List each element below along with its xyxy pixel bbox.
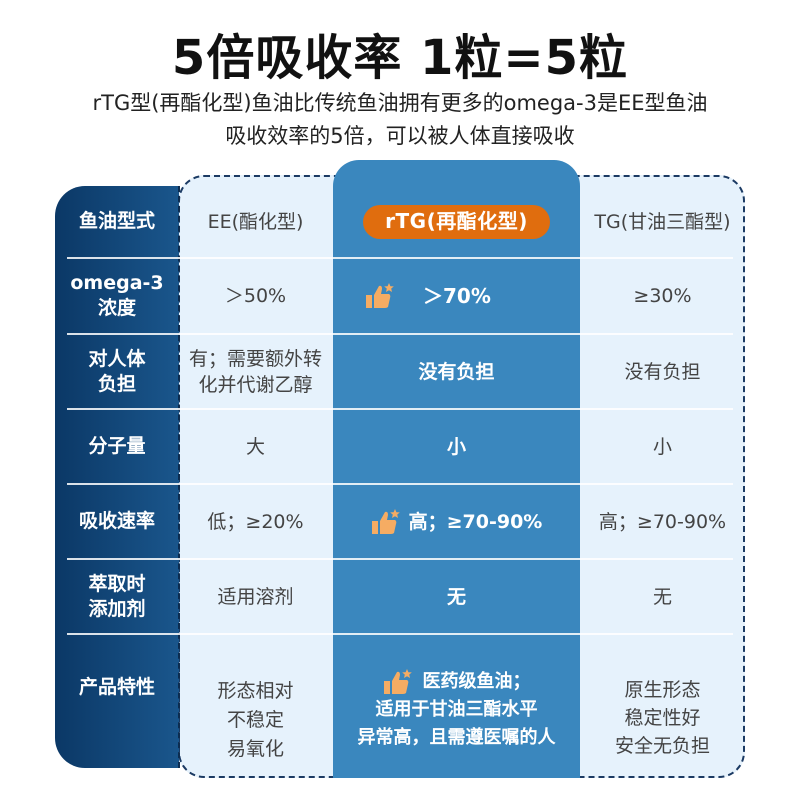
- label-line: omega-3: [70, 272, 164, 294]
- row-feature-ee: 形态相对 不稳定 易氧化: [178, 672, 333, 768]
- cell-value: ＞70%: [423, 284, 491, 308]
- cell-line: 适用于甘油三酯水平: [375, 699, 538, 720]
- header-label: 鱼油型式: [78, 210, 155, 232]
- cell-value: 没有负担: [418, 360, 495, 383]
- row-burden-tg: 没有负担: [580, 335, 745, 408]
- row-divider: [67, 633, 733, 635]
- cell-line: 稳定性好: [624, 707, 701, 729]
- cell-value: 小: [446, 435, 466, 458]
- thumbs-up-star-icon: [383, 669, 412, 694]
- page-title: 5倍吸收率 1粒=5粒: [171, 30, 629, 86]
- cell-line: 易氧化: [226, 737, 284, 760]
- thumbs-up-star-icon: [371, 508, 400, 534]
- cell-value: ≥30%: [633, 285, 692, 307]
- label-line: 分子量: [88, 435, 146, 457]
- header-ee: EE(酯化型): [207, 210, 304, 233]
- label-line: 对人体: [88, 347, 146, 370]
- row-molecular-tg: 小: [580, 410, 745, 483]
- row-omega3-label: omega-3 浓度: [55, 259, 179, 333]
- row-molecular-ee: 大: [178, 410, 333, 483]
- row-absorption-tg: 高；≥70-90%: [580, 485, 745, 558]
- cell-line: 安全无负担: [614, 735, 710, 757]
- row-divider: [67, 333, 733, 335]
- cell-line: 有；需要额外转: [188, 347, 322, 370]
- row-additive-label: 萃取时 添加剂: [55, 560, 179, 633]
- row-absorption-rtg: 高；≥70-90%: [333, 485, 580, 558]
- cell-value: 高；≥70-90%: [598, 510, 727, 533]
- cell-value: 高；≥70-90%: [408, 510, 543, 533]
- header-tg: TG(甘油三酯型): [594, 210, 731, 233]
- row-burden-rtg: 没有负担: [333, 335, 580, 408]
- row-absorption-label: 吸收速率: [55, 485, 179, 558]
- row-feature-rtg: 医药级鱼油； 适用于甘油三酯水平 异常高，且需遵医嘱的人: [333, 662, 580, 758]
- cell-line: 形态相对: [217, 679, 294, 702]
- rtg-highlight-column: [333, 160, 580, 778]
- row-absorption-ee: 低；≥20%: [178, 485, 333, 558]
- cell-line: 原生形态: [624, 679, 701, 701]
- cell-value: 小: [652, 435, 672, 458]
- header-label-cell: 鱼油型式: [55, 186, 179, 257]
- row-burden-ee: 有；需要额外转 化并代谢乙醇: [178, 335, 333, 408]
- cell-value: 无: [652, 585, 672, 608]
- label-line: 浓度: [97, 297, 136, 319]
- subtitle-line-1: rTG型(再酯化型)鱼油比传统鱼油拥有更多的omega-3是EE型鱼油: [92, 91, 708, 115]
- row-additive-rtg: 无: [333, 560, 580, 633]
- row-divider: [67, 558, 733, 560]
- row-omega3-tg: ≥30%: [580, 259, 745, 333]
- cell-value: 无: [446, 585, 466, 608]
- cell-line: 异常高，且需遵医嘱的人: [357, 727, 556, 748]
- row-divider: [67, 483, 733, 485]
- cell-line: 化并代谢乙醇: [198, 373, 313, 396]
- row-molecular-rtg: 小: [333, 410, 580, 483]
- row-feature-label: 产品特性: [55, 635, 179, 745]
- row-additive-ee: 适用溶剂: [178, 560, 333, 633]
- label-line: 添加剂: [88, 597, 146, 620]
- label-line: 负担: [97, 372, 136, 395]
- label-line: 吸收速率: [78, 510, 155, 532]
- label-column: [55, 186, 180, 768]
- cell-line: 不稳定: [226, 708, 284, 731]
- cell-value: 适用溶剂: [217, 585, 294, 608]
- header-ee-cell: EE(酯化型): [178, 186, 333, 257]
- cell-value: 大: [245, 435, 265, 458]
- header-tg-cell: TG(甘油三酯型): [580, 186, 745, 257]
- row-feature-tg: 原生形态 稳定性好 安全无负担: [580, 673, 745, 763]
- rtg-pill-badge: rTG(再酯化型): [363, 204, 550, 239]
- thumbs-up-star-icon: [366, 283, 394, 308]
- subtitle-line-2: 吸收效率的5倍，可以被人体直接吸收: [225, 124, 575, 148]
- row-molecular-label: 分子量: [55, 410, 179, 483]
- cell-value: 没有负担: [624, 360, 701, 383]
- row-divider: [67, 408, 733, 410]
- row-omega3-ee: ＞50%: [178, 259, 333, 333]
- cell-value: ＞50%: [224, 285, 287, 307]
- row-omega3-rtg: ＞70%: [333, 259, 580, 333]
- label-line: 萃取时: [88, 572, 146, 595]
- cell-line: 医药级鱼油；: [422, 671, 531, 692]
- row-burden-label: 对人体 负担: [55, 335, 179, 408]
- header-rtg-cell: rTG(再酯化型): [333, 186, 580, 257]
- row-divider: [67, 257, 733, 259]
- row-additive-tg: 无: [580, 560, 745, 633]
- cell-value: 低；≥20%: [207, 510, 304, 533]
- label-line: 产品特性: [78, 676, 155, 698]
